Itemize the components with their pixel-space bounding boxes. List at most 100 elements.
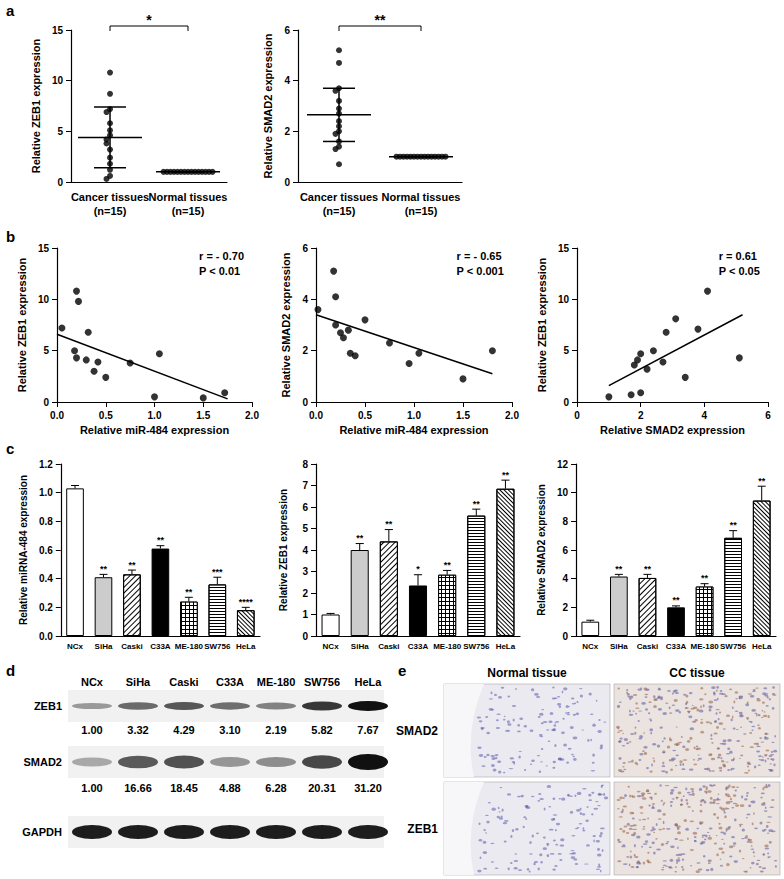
svg-text:1.5: 1.5 (456, 410, 470, 421)
svg-text:4: 4 (302, 545, 308, 556)
svg-text:4.88: 4.88 (219, 782, 240, 794)
svg-text:2.0: 2.0 (505, 410, 519, 421)
svg-text:**: ** (157, 535, 165, 545)
svg-text:**: ** (128, 560, 136, 570)
svg-text:*: * (416, 564, 420, 574)
svg-text:CC tissue: CC tissue (669, 666, 725, 680)
svg-text:4: 4 (284, 75, 290, 86)
svg-text:2: 2 (284, 126, 290, 137)
svg-text:1.0: 1.0 (407, 410, 421, 421)
svg-text:SiHa: SiHa (610, 642, 628, 651)
svg-text:10: 10 (52, 75, 64, 86)
svg-text:**: ** (375, 12, 386, 28)
svg-text:Relative miR-484 expression: Relative miR-484 expression (339, 424, 488, 436)
svg-text:**: ** (444, 560, 452, 570)
svg-text:8: 8 (562, 516, 568, 527)
svg-text:5: 5 (57, 126, 63, 137)
svg-text:7: 7 (302, 480, 308, 491)
svg-text:Relative ZEB1 expression: Relative ZEB1 expression (16, 257, 28, 392)
svg-text:1.5: 1.5 (196, 410, 210, 421)
svg-text:Caski: Caski (637, 642, 658, 651)
svg-text:3.10: 3.10 (219, 724, 240, 736)
svg-text:P < 0.05: P < 0.05 (719, 265, 760, 277)
svg-text:C33A: C33A (150, 642, 171, 651)
svg-text:NCx: NCx (67, 642, 84, 651)
svg-text:**: ** (673, 595, 681, 605)
svg-text:SW756: SW756 (204, 642, 231, 651)
svg-text:0.4: 0.4 (39, 573, 53, 584)
svg-text:Caski: Caski (121, 642, 142, 651)
svg-text:0: 0 (562, 631, 568, 642)
svg-text:(n=15): (n=15) (323, 205, 356, 217)
svg-text:Relative SMAD2 expression: Relative SMAD2 expression (536, 484, 547, 616)
svg-text:**: ** (644, 564, 652, 574)
svg-text:1.2: 1.2 (39, 459, 53, 470)
svg-text:Cancer tissues: Cancer tissues (71, 191, 149, 203)
svg-text:Relative SMAD2 expression: Relative SMAD2 expression (262, 33, 274, 178)
svg-text:1.0: 1.0 (148, 410, 162, 421)
svg-text:NCx: NCx (323, 642, 340, 651)
svg-text:0: 0 (302, 397, 308, 408)
svg-text:3: 3 (302, 566, 308, 577)
svg-text:Normal tissues: Normal tissues (149, 191, 228, 203)
svg-text:0: 0 (302, 631, 308, 642)
svg-text:SiHa: SiHa (126, 676, 151, 688)
svg-text:0: 0 (57, 177, 63, 188)
svg-text:**: ** (185, 587, 193, 597)
svg-text:2: 2 (562, 602, 568, 613)
svg-text:10: 10 (557, 487, 569, 498)
svg-text:5: 5 (43, 345, 49, 356)
svg-text:31.20: 31.20 (354, 782, 382, 794)
svg-text:Relative SMAD2 expression: Relative SMAD2 expression (280, 252, 292, 397)
svg-text:(n=15): (n=15) (405, 205, 438, 217)
svg-text:r = - 0.65: r = - 0.65 (457, 250, 502, 262)
svg-text:ZEB1: ZEB1 (34, 700, 62, 712)
svg-text:6: 6 (765, 410, 771, 421)
svg-text:16.66: 16.66 (124, 782, 152, 794)
svg-text:**: ** (473, 499, 481, 509)
svg-text:**: ** (385, 519, 393, 529)
svg-text:SW756: SW756 (463, 642, 490, 651)
svg-text:2: 2 (302, 345, 308, 356)
svg-text:0.0: 0.0 (50, 410, 64, 421)
svg-text:4: 4 (302, 294, 308, 305)
svg-text:2: 2 (302, 588, 308, 599)
svg-text:GAPDH: GAPDH (22, 826, 62, 838)
svg-text:SiHa: SiHa (351, 642, 369, 651)
svg-text:12: 12 (557, 459, 569, 470)
svg-text:**: ** (502, 470, 510, 480)
svg-text:4: 4 (562, 573, 568, 584)
svg-text:0.2: 0.2 (39, 602, 53, 613)
svg-text:Relative ZEB1 expression: Relative ZEB1 expression (278, 489, 289, 611)
svg-text:NCx: NCx (582, 642, 599, 651)
svg-text:(n=15): (n=15) (94, 205, 127, 217)
svg-text:ZEB1: ZEB1 (407, 822, 438, 836)
svg-text:Relative ZEB1 expression: Relative ZEB1 expression (536, 257, 548, 392)
svg-text:HeLa: HeLa (496, 642, 516, 651)
svg-text:P < 0.001: P < 0.001 (457, 265, 504, 277)
svg-text:0: 0 (574, 410, 580, 421)
svg-text:6: 6 (302, 502, 308, 513)
svg-text:8: 8 (302, 459, 308, 470)
svg-text:ME-180: ME-180 (257, 676, 296, 688)
svg-text:10: 10 (558, 294, 570, 305)
svg-text:**: ** (100, 564, 108, 574)
svg-text:2.19: 2.19 (265, 724, 286, 736)
svg-text:0: 0 (284, 177, 290, 188)
svg-text:0.5: 0.5 (358, 410, 372, 421)
svg-text:***: *** (212, 567, 223, 577)
svg-text:6: 6 (302, 243, 308, 254)
svg-text:SMAD2: SMAD2 (396, 724, 438, 738)
svg-text:**: ** (615, 564, 623, 574)
svg-text:HeLa: HeLa (355, 676, 383, 688)
svg-text:Caski: Caski (169, 676, 198, 688)
svg-text:2.0: 2.0 (245, 410, 259, 421)
svg-text:4: 4 (702, 410, 708, 421)
svg-text:3.32: 3.32 (127, 724, 148, 736)
svg-text:0.0: 0.0 (39, 631, 53, 642)
svg-text:Cancer tissues: Cancer tissues (300, 191, 378, 203)
svg-text:0: 0 (563, 397, 569, 408)
svg-text:HeLa: HeLa (752, 642, 772, 651)
svg-text:0.0: 0.0 (309, 410, 323, 421)
svg-text:5.82: 5.82 (311, 724, 332, 736)
